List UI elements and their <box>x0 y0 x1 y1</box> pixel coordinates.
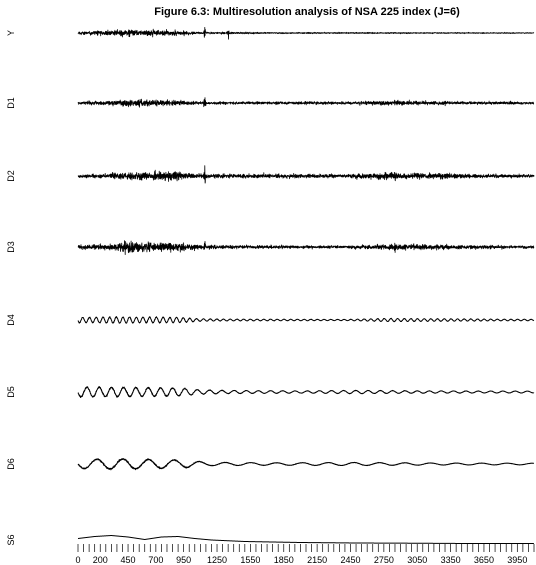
x-tick-label: 2150 <box>307 555 327 565</box>
series-line-d5 <box>77 386 535 399</box>
series-panel-d2: D2 <box>6 165 535 184</box>
series-panel-s6: S6 <box>6 534 535 546</box>
series-line-d6 <box>77 458 535 471</box>
x-tick-label: 950 <box>176 555 191 565</box>
series-line-d3 <box>77 240 535 255</box>
x-tick-label: 450 <box>121 555 136 565</box>
x-tick-label: 1250 <box>207 555 227 565</box>
x-tick-label: 3050 <box>407 555 427 565</box>
panel-label-s6: S6 <box>6 534 16 545</box>
series-line-d4 <box>77 316 535 324</box>
x-tick-label: 3950 <box>507 555 527 565</box>
series-line-d1 <box>77 97 535 108</box>
x-tick-label: 700 <box>148 555 163 565</box>
panel-label-d6: D6 <box>6 458 16 470</box>
panel-label-d3: D3 <box>6 241 16 253</box>
x-tick-label: 200 <box>93 555 108 565</box>
series-panel-d3: D3 <box>6 240 535 255</box>
series-line-y <box>77 26 535 40</box>
series-line-d2 <box>77 165 535 184</box>
x-tick-label: 1850 <box>274 555 294 565</box>
x-tick-label: 1550 <box>240 555 260 565</box>
x-tick-label: 2450 <box>340 555 360 565</box>
chart-title: Figure 6.3: Multiresolution analysis of … <box>154 6 460 18</box>
panel-label-y: Y <box>6 30 16 36</box>
x-tick-label: 2750 <box>374 555 394 565</box>
series-panel-d1: D1 <box>6 97 535 109</box>
x-tick-label: 3650 <box>474 555 494 565</box>
series-panel-y: Y <box>6 26 535 40</box>
series-panel-d5: D5 <box>6 386 535 399</box>
panel-label-d1: D1 <box>6 97 16 109</box>
series-panel-d4: D4 <box>6 314 535 326</box>
series-line-s6 <box>77 535 535 544</box>
panel-label-d2: D2 <box>6 170 16 182</box>
x-axis: 0 200 450 700 950 1250 1550 1850 2150 2450 2750 305… <box>75 544 535 565</box>
panel-label-d5: D5 <box>6 386 16 398</box>
panel-label-d4: D4 <box>6 314 16 326</box>
x-tick-label: 0 <box>75 555 80 565</box>
x-tick-label: 3350 <box>441 555 461 565</box>
panels: Y D1 D2 D3 D4 D5 D6 S6 <box>6 26 535 546</box>
series-panel-d6: D6 <box>6 458 535 471</box>
